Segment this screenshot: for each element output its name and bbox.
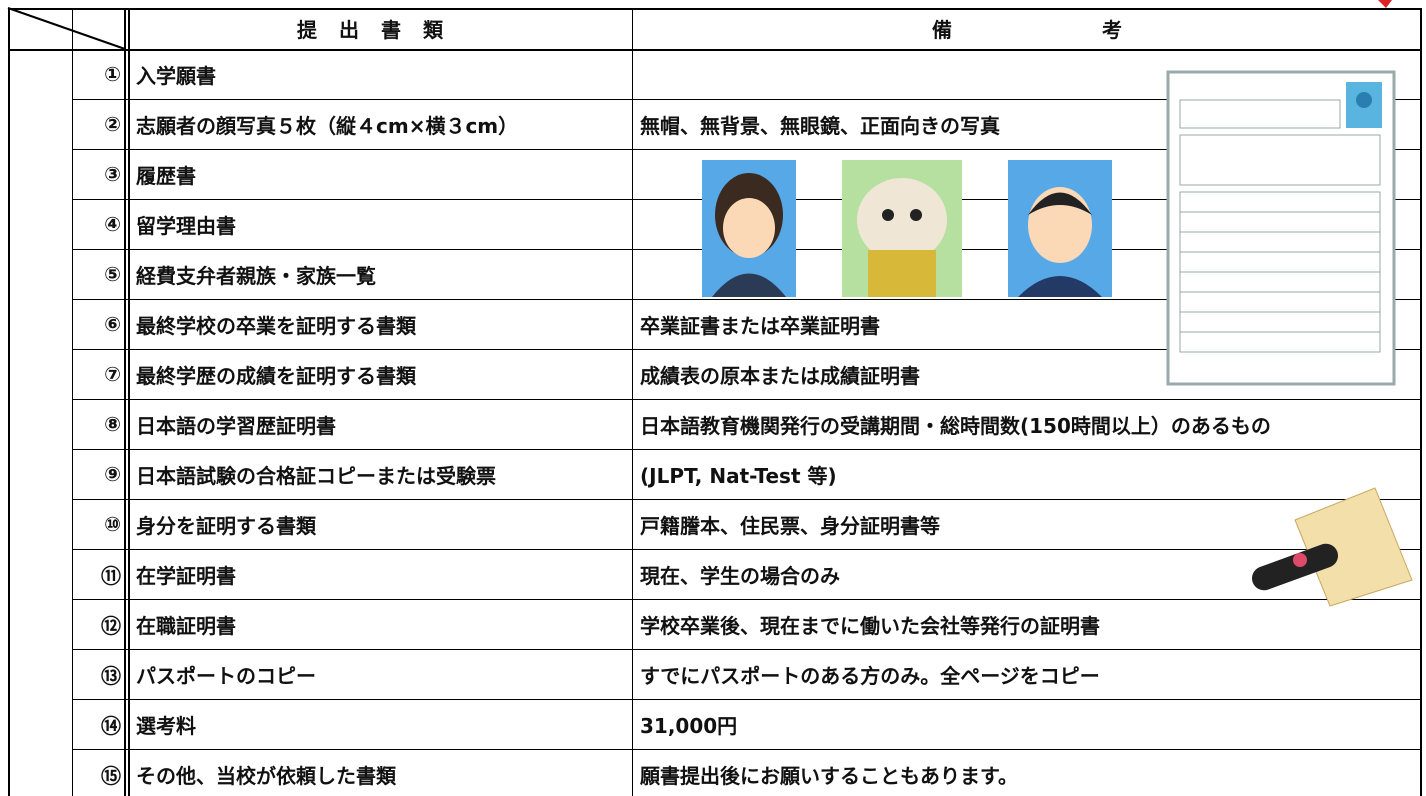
row-line xyxy=(72,299,1422,300)
document-name: 留学理由書 xyxy=(136,213,236,238)
remark: 31,000円 xyxy=(640,713,738,738)
remark: 学校卒業後、現在までに働いた会社等発行の証明書 xyxy=(640,613,1100,638)
document-name: 最終学校の卒業を証明する書類 xyxy=(136,313,416,338)
row-number: ⑦ xyxy=(104,362,121,386)
column-line xyxy=(72,8,73,796)
document-name: その他、当校が依頼した書類 xyxy=(136,763,396,788)
row-number: ⑫ xyxy=(101,613,121,638)
photo-illustrations xyxy=(702,160,1112,297)
document-name: 履歴書 xyxy=(136,163,196,188)
column-line xyxy=(1420,8,1422,796)
remark: 現在、学生の場合のみ xyxy=(640,563,840,588)
row-line xyxy=(8,8,1422,10)
row-number: ⑪ xyxy=(101,563,121,588)
document-name: 日本語試験の合格証コピーまたは受験票 xyxy=(136,463,496,488)
remark: 戸籍謄本、住民票、身分証明書等 xyxy=(640,513,940,538)
row-number: ③ xyxy=(104,162,121,186)
document-name: 最終学歴の成績を証明する書類 xyxy=(136,363,416,388)
remark: (JLPT, Nat-Test 等) xyxy=(640,463,837,488)
document-name: 身分を証明する書類 xyxy=(136,513,316,538)
row-line xyxy=(72,399,1422,400)
remark: すでにパスポートのある方のみ。全ページをコピー xyxy=(640,663,1100,688)
document-name: 経費支弁者親族・家族一覧 xyxy=(136,263,376,288)
row-line xyxy=(72,349,1422,350)
document-name: 在学証明書 xyxy=(136,563,236,588)
column-line xyxy=(128,8,130,796)
remark: 日本語教育機関発行の受講期間・総時間数(150時間以上）のあるもの xyxy=(640,413,1271,438)
document-name: 日本語の学習歴証明書 xyxy=(136,413,336,438)
document-name: 志願者の顔写真５枚（縦４cm×横３cm） xyxy=(136,113,519,138)
row-line xyxy=(8,49,1422,51)
document-name: 選考料 xyxy=(136,713,196,738)
row-number: ⑩ xyxy=(104,512,121,536)
row-number: ④ xyxy=(104,212,121,236)
row-line xyxy=(72,699,1422,700)
document-name: 入学願書 xyxy=(136,63,216,88)
remark: 願書提出後にお願いすることもあります。 xyxy=(640,763,1018,788)
row-number: ⑨ xyxy=(104,462,121,486)
row-number: ⑭ xyxy=(101,713,121,738)
row-line xyxy=(72,649,1422,650)
document-name: パスポートのコピー xyxy=(136,663,316,688)
row-number: ⑥ xyxy=(104,312,121,336)
row-line xyxy=(72,499,1422,500)
remark: 無帽、無背景、無眼鏡、正面向きの写真 xyxy=(640,113,1000,138)
row-number: ⑮ xyxy=(101,763,121,788)
row-number: ⑬ xyxy=(101,663,121,688)
column-line xyxy=(8,8,10,796)
row-line xyxy=(72,599,1422,600)
column-line xyxy=(124,8,126,796)
row-number: ⑧ xyxy=(104,412,121,436)
row-number: ⑤ xyxy=(104,262,121,286)
remark: 成績表の原本または成績証明書 xyxy=(640,363,920,388)
header-cell: 提出書類 xyxy=(297,18,465,42)
document-name: 在職証明書 xyxy=(136,613,236,638)
row-number: ① xyxy=(104,62,121,86)
row-line xyxy=(72,749,1422,750)
row-line xyxy=(72,449,1422,450)
row-line xyxy=(72,549,1422,550)
row-number: ② xyxy=(104,112,121,136)
row-line xyxy=(72,99,1422,100)
header-cell: 備考 xyxy=(932,18,1272,42)
remark: 卒業証書または卒業証明書 xyxy=(640,313,880,338)
column-line xyxy=(632,8,633,796)
row-line xyxy=(72,149,1422,150)
